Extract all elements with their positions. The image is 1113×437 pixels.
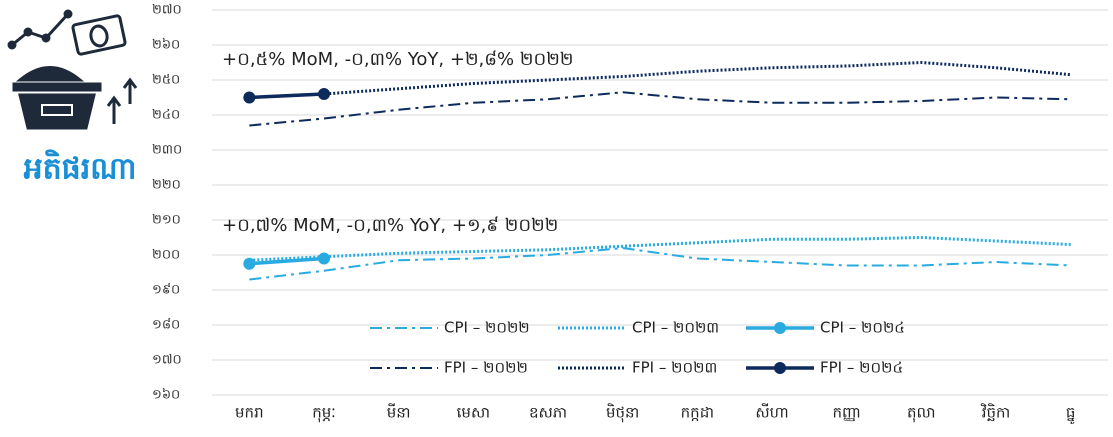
x-tick-label: កុម្ភៈ [312,404,336,423]
x-tick-label: មករា [235,404,264,422]
legend-label: CPI – ២០២៤ [820,319,905,337]
marker [318,88,330,100]
icon [7,9,138,130]
y-tick-label: ១៩០ [152,283,180,298]
legend-label: FPI – ២០២៤ [820,359,903,377]
y-tick-label: ១៦០ [152,388,180,403]
x-tick-label: កញ្ញា [833,404,861,422]
legend-label: FPI – ២០២៣ [632,359,717,377]
series-line [249,246,1071,281]
series-line [249,256,325,266]
x-tick-label: តុលា [907,404,936,423]
legend-label: CPI – ២០២៣ [632,319,719,337]
y-tick-label: ១៧០ [152,353,182,368]
y-tick-label: ១៨០ [152,318,180,333]
marker [243,257,256,270]
legend-label: FPI – ២០២២ [444,359,528,377]
series-line [249,91,1071,127]
y-tick-label: ២៥០ [152,73,180,88]
legend-marker [774,362,786,374]
x-tick-label: សីហា [755,403,788,422]
x-tick-label: មីនា [387,403,411,422]
x-tick-label: ឧសភា [529,404,567,422]
legend-label: CPI – ២០២២ [444,319,530,337]
x-tick-label: មិថុនា [606,403,639,423]
y-tick-label: ២៣០ [152,143,182,158]
series-line [249,235,1071,262]
y-tick-label: ២៤០ [152,108,180,123]
series-line [249,60,1071,99]
y-tick-label: ២៦០ [152,38,180,53]
y-tick-label: ២១០ [152,213,181,228]
marker [243,91,256,104]
x-tick-label: កក្កដា [681,404,714,422]
chart-title: អតិផរណា [24,149,137,187]
y-tick-label: ២០០ [152,248,180,263]
legend-marker [774,322,786,334]
series-line [249,92,325,100]
y-tick-label: ២២០ [152,178,181,193]
annotation: +០,៧% MoM, -០,៣% YoY, +១,៩ ២០២២ [222,215,558,236]
x-tick-label: ធ្នូ [1066,404,1076,425]
marker [318,252,330,265]
x-tick-label: មេសា [457,404,490,422]
y-tick-label: ២៧០ [152,3,182,18]
annotation: +០,៥% MoM, -០,៣% YoY, +២,៨% ២០២២ [222,49,573,70]
x-tick-label: វិច្ឆិកា [980,403,1010,422]
